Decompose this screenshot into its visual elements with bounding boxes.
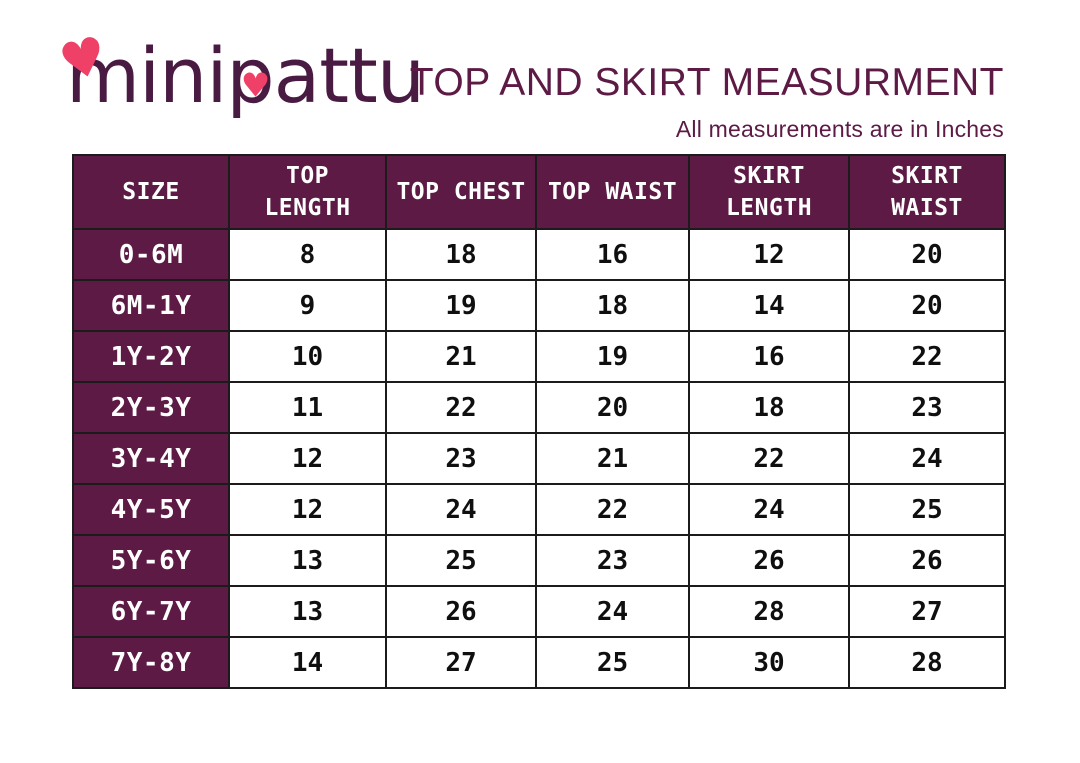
table-row: 1Y-2Y 10 21 19 16 22 (72, 330, 1006, 383)
measurement-cell: 19 (385, 279, 537, 332)
brand-logo: ♥ minipattu ♥ (54, 25, 425, 114)
table-row: 3Y-4Y 12 23 21 22 24 (72, 432, 1006, 485)
size-cell: 7Y-8Y (72, 636, 230, 689)
table-row: 5Y-6Y 13 25 23 26 26 (72, 534, 1006, 587)
measurement-cell: 13 (228, 585, 387, 638)
measurement-cell: 30 (688, 636, 850, 689)
column-header-top-chest: TOP CHEST (385, 154, 537, 230)
table-row: 2Y-3Y 11 22 20 18 23 (72, 381, 1006, 434)
column-header-size: SIZE (72, 154, 230, 230)
measurement-cell: 25 (385, 534, 537, 587)
size-cell: 6M-1Y (72, 279, 230, 332)
measurement-cell: 21 (535, 432, 690, 485)
measurement-cell: 23 (848, 381, 1006, 434)
measurement-cell: 26 (385, 585, 537, 638)
size-cell: 1Y-2Y (72, 330, 230, 383)
measurement-cell: 22 (848, 330, 1006, 383)
measurement-cell: 22 (385, 381, 537, 434)
measurement-cell: 24 (385, 483, 537, 536)
measurement-cell: 22 (688, 432, 850, 485)
measurement-cell: 11 (228, 381, 387, 434)
size-cell: 5Y-6Y (72, 534, 230, 587)
measurement-cell: 14 (688, 279, 850, 332)
measurement-cell: 10 (228, 330, 387, 383)
column-header-top-waist: TOP WAIST (535, 154, 690, 230)
title-block: TOP AND SKIRT MEASURMENT All measurement… (409, 61, 1004, 143)
measurement-cell: 26 (848, 534, 1006, 587)
measurement-cell: 25 (535, 636, 690, 689)
measurement-cell: 24 (535, 585, 690, 638)
column-header-skirt-waist: SKIRT WAIST (848, 154, 1006, 230)
measurement-unit-note: All measurements are in Inches (675, 115, 1004, 142)
page-title: TOP AND SKIRT MEASURMENT (409, 61, 1004, 104)
measurement-cell: 8 (228, 228, 387, 281)
size-cell: 4Y-5Y (72, 483, 230, 536)
measurement-cell: 19 (535, 330, 690, 383)
measurement-cell: 23 (385, 432, 537, 485)
table-header-row: SIZE TOP LENGTH TOP CHEST TOP WAIST SKIRT LE… (72, 154, 1006, 230)
table-row: 6M-1Y 9 19 18 14 20 (72, 279, 1006, 332)
table-row: 0-6M 8 18 16 12 20 (72, 228, 1006, 281)
size-cell: 0-6M (72, 228, 230, 281)
measurement-cell: 18 (535, 279, 690, 332)
measurement-cell: 14 (228, 636, 387, 689)
measurement-cell: 16 (535, 228, 690, 281)
measurement-cell: 12 (688, 228, 850, 281)
size-cell: 6Y-7Y (72, 585, 230, 638)
measurement-cell: 22 (535, 483, 690, 536)
size-cell: 2Y-3Y (72, 381, 230, 434)
table-body: 0-6M 8 18 16 12 20 6M-1Y 9 19 18 14 20 1Y-2Y 10 21 19 16… (72, 228, 1006, 689)
measurement-cell: 27 (848, 585, 1006, 638)
measurement-cell: 13 (228, 534, 387, 587)
size-chart-table: SIZE TOP LENGTH TOP CHEST TOP WAIST SKIRT LE… (72, 154, 1006, 689)
table-row: 4Y-5Y 12 24 22 24 25 (72, 483, 1006, 536)
measurement-cell: 18 (688, 381, 850, 434)
measurement-cell: 24 (688, 483, 850, 536)
measurement-cell: 28 (848, 636, 1006, 689)
measurement-cell: 16 (688, 330, 850, 383)
measurement-cell: 18 (385, 228, 537, 281)
measurement-cell: 12 (228, 432, 387, 485)
measurement-cell: 25 (848, 483, 1006, 536)
measurement-cell: 23 (535, 534, 690, 587)
column-header-top-length: TOP LENGTH (228, 154, 387, 230)
table-row: 7Y-8Y 14 27 25 30 28 (72, 636, 1006, 689)
measurement-cell: 28 (688, 585, 850, 638)
size-cell: 3Y-4Y (72, 432, 230, 485)
measurement-cell: 20 (535, 381, 690, 434)
table-header: SIZE TOP LENGTH TOP CHEST TOP WAIST SKIRT LE… (72, 154, 1006, 230)
table-row: 6Y-7Y 13 26 24 28 27 (72, 585, 1006, 638)
brand-name: minipattu (66, 31, 425, 120)
measurement-cell: 26 (688, 534, 850, 587)
measurement-cell: 27 (385, 636, 537, 689)
measurement-cell: 12 (228, 483, 387, 536)
measurement-cell: 24 (848, 432, 1006, 485)
measurement-cell: 21 (385, 330, 537, 383)
column-header-skirt-length: SKIRT LENGTH (688, 154, 850, 230)
measurement-cell: 20 (848, 279, 1006, 332)
measurement-cell: 9 (228, 279, 387, 332)
measurement-cell: 20 (848, 228, 1006, 281)
